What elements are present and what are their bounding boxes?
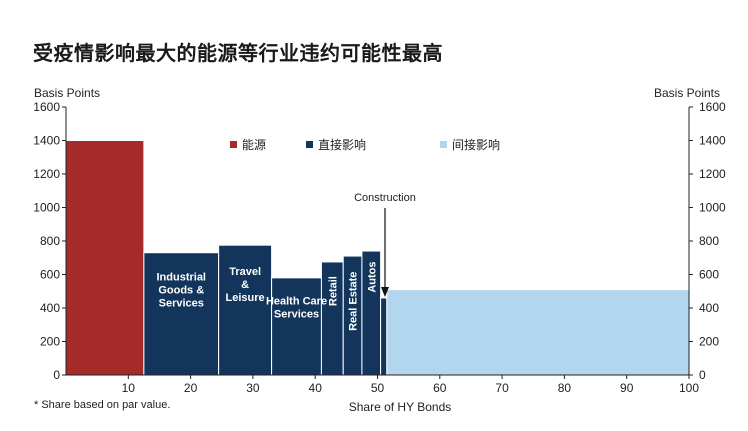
x-tick-label: 60 <box>433 381 447 395</box>
y-tick-label-right: 1600 <box>699 100 726 114</box>
bar-3 <box>271 277 322 376</box>
y-tick-label-left: 800 <box>40 234 60 248</box>
chart-title: 受疫情影响最大的能源等行业违约可能性最高 <box>33 41 443 65</box>
y-tick-label-left: 1400 <box>33 134 60 148</box>
bar-7 <box>380 297 388 376</box>
bar-label: & <box>241 279 249 291</box>
bar-label: Leisure <box>226 292 265 304</box>
y-tick-label-right: 1000 <box>699 201 726 215</box>
x-tick-label: 40 <box>309 381 323 395</box>
bar-label: Travel <box>229 266 261 278</box>
bar-label: Autos <box>366 261 378 292</box>
bar-1 <box>143 252 220 376</box>
y-tick-label-left: 600 <box>40 268 60 282</box>
y-tick-label-right: 400 <box>699 301 719 315</box>
y-tick-label-right: 600 <box>699 268 719 282</box>
legend-swatch <box>440 141 447 148</box>
footnote: * Share based on par value. <box>34 399 171 411</box>
x-tick-label: 10 <box>122 381 136 395</box>
y-tick-label-right: 800 <box>699 234 719 248</box>
y-tick-label-left: 1600 <box>33 100 60 114</box>
bar-8 <box>386 289 690 376</box>
y-tick-label-right: 1400 <box>699 134 726 148</box>
y-tick-label-right: 0 <box>699 368 706 382</box>
bar-label: Services <box>159 297 204 309</box>
x-tick-label: 20 <box>184 381 198 395</box>
bar-label: Retail <box>327 276 339 306</box>
x-tick-label: 50 <box>371 381 385 395</box>
x-tick-label: 70 <box>495 381 509 395</box>
y-tick-label-left: 0 <box>53 368 60 382</box>
bar-label: Health Care <box>266 295 327 307</box>
y-tick-label-left: 1200 <box>33 167 60 181</box>
x-axis-title: Share of HY Bonds <box>349 400 452 414</box>
bar-label: Goods & <box>158 284 204 296</box>
y-tick-label-left: 200 <box>40 335 60 349</box>
y-tick-label-right: 1200 <box>699 167 726 181</box>
legend-label: 能源 <box>242 138 266 152</box>
bar-label: Industrial <box>156 271 206 283</box>
y-tick-label-left: 1000 <box>33 201 60 215</box>
bar-label: Real Estate <box>348 272 360 331</box>
y-axis-title-left: Basis Points <box>34 86 100 100</box>
x-tick-label: 100 <box>679 381 699 395</box>
annotation-arrow-head <box>381 287 389 297</box>
x-tick-label: 30 <box>246 381 260 395</box>
y-tick-label-right: 200 <box>699 335 719 349</box>
x-tick-label: 80 <box>558 381 572 395</box>
bar-label: Services <box>274 308 319 320</box>
bar-0 <box>65 140 145 376</box>
x-tick-label: 90 <box>620 381 634 395</box>
bar-2 <box>218 244 273 376</box>
legend-swatch <box>230 141 237 148</box>
legend-swatch <box>306 141 313 148</box>
annotation-label: Construction <box>354 192 416 204</box>
legend-label: 间接影响 <box>452 137 500 152</box>
y-tick-label-left: 400 <box>40 301 60 315</box>
legend-label: 直接影响 <box>318 137 366 152</box>
y-axis-title-right: Basis Points <box>654 86 720 100</box>
